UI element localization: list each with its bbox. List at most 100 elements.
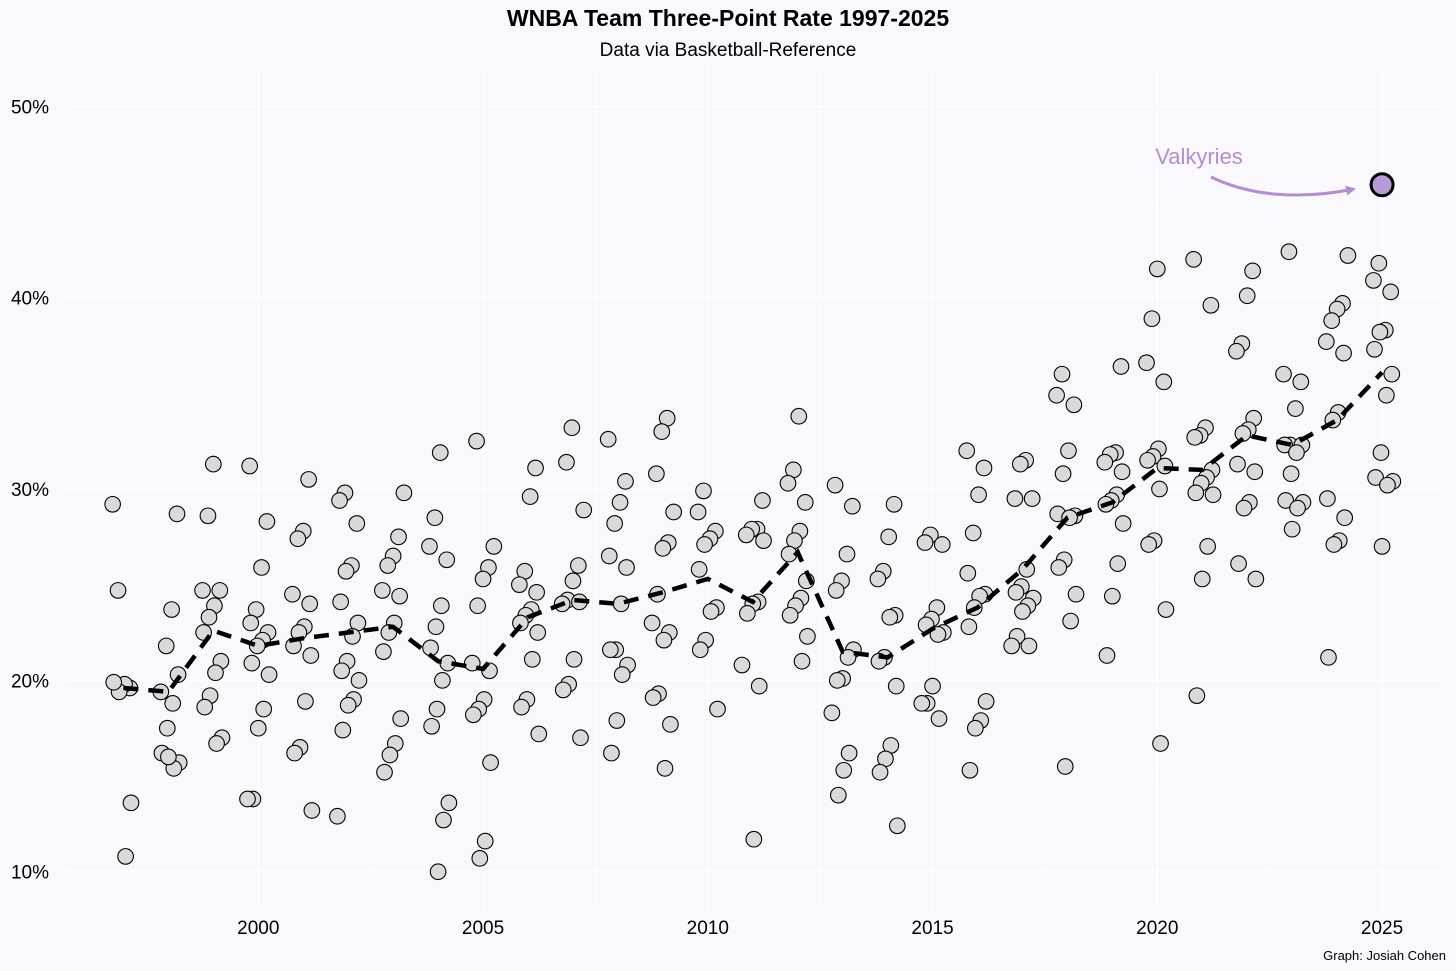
data-point [871, 763, 889, 781]
data-point [1156, 457, 1174, 475]
data-point [599, 430, 617, 448]
data-point [395, 484, 413, 502]
data-point [249, 719, 267, 737]
x-tick-label: 2020 [1136, 918, 1178, 939]
data-point [702, 603, 720, 620]
data-point [1007, 583, 1025, 601]
data-point [423, 717, 440, 735]
data-point [1365, 272, 1382, 289]
data-point [438, 551, 456, 569]
data-point [967, 719, 984, 737]
data-point [564, 572, 582, 590]
data-point [1280, 243, 1298, 261]
data-point [1244, 262, 1261, 280]
data-point [122, 794, 140, 812]
data-point [392, 710, 410, 727]
data-point [463, 654, 481, 672]
data-point [485, 538, 503, 555]
data-point [1187, 484, 1205, 502]
data-point [750, 677, 768, 695]
data-point [933, 536, 951, 553]
data-point [1336, 509, 1354, 527]
data-point [644, 689, 662, 706]
highlighted-point [1369, 172, 1395, 198]
data-point [258, 513, 276, 530]
data-point [613, 666, 631, 683]
data-point [754, 492, 771, 509]
data-point [1048, 386, 1065, 404]
data-point [755, 532, 772, 550]
data-point [390, 528, 407, 546]
data-point [157, 637, 175, 655]
x-tick-label: 2015 [911, 918, 953, 939]
data-point [929, 626, 947, 643]
data-point [1104, 587, 1121, 605]
data-point [1371, 323, 1389, 341]
y-tick-label: 30% [11, 480, 49, 501]
data-point [835, 761, 853, 779]
data-point [421, 538, 438, 555]
data-point [575, 501, 593, 519]
data-point [104, 495, 121, 513]
data-point [1229, 455, 1246, 473]
data-point [1319, 490, 1336, 507]
data-point [913, 694, 931, 712]
data-point [1139, 451, 1156, 469]
data-point [827, 582, 845, 599]
data-point [1246, 463, 1264, 481]
data-point [1370, 254, 1388, 272]
data-point [1148, 260, 1166, 278]
data-point [838, 545, 856, 563]
data-point [243, 654, 261, 672]
data-point [513, 698, 530, 716]
data-point [733, 656, 751, 674]
data-point [158, 719, 176, 737]
data-point [471, 849, 489, 867]
data-point [977, 693, 995, 710]
data-point [468, 432, 485, 450]
data-point [839, 649, 857, 666]
data-point [844, 497, 861, 515]
data-point [199, 507, 217, 525]
data-point [970, 486, 987, 504]
chart-title: WNBA Team Three-Point Rate 1997-2025 [507, 5, 949, 31]
data-point [1155, 373, 1173, 391]
data-point [1151, 480, 1168, 498]
data-point [1275, 365, 1292, 383]
data-point [1339, 247, 1357, 264]
data-point [823, 704, 841, 722]
data-point [1289, 499, 1306, 517]
data-point [464, 706, 482, 724]
data-point [1050, 559, 1068, 576]
data-point [105, 673, 123, 691]
data-point [242, 614, 260, 632]
data-point [655, 631, 673, 649]
data-point [333, 662, 351, 680]
data-point [332, 593, 349, 611]
data-point [160, 748, 177, 766]
data-point [428, 700, 446, 718]
data-point [1062, 612, 1079, 630]
data-point [1140, 536, 1158, 553]
data-point [1230, 555, 1247, 572]
data-point [1228, 342, 1245, 360]
data-point [1379, 476, 1396, 494]
data-point [709, 700, 726, 718]
data-point [1235, 499, 1253, 517]
data-point [482, 754, 499, 772]
data-point [1317, 333, 1335, 351]
chart-subtitle: Data via Basketball-Reference [600, 40, 857, 61]
y-tick-label: 10% [11, 863, 49, 884]
data-point [608, 712, 626, 729]
data-point [826, 476, 844, 494]
data-point [1238, 287, 1256, 305]
data-point [1282, 465, 1300, 483]
data-point [690, 561, 708, 578]
data-point [1204, 486, 1222, 504]
data-point [739, 605, 756, 622]
data-point [303, 802, 321, 819]
data-point [434, 672, 451, 689]
data-point [474, 570, 492, 588]
y-tick-label: 50% [11, 97, 49, 118]
annotation-label: Valkyries [1155, 144, 1243, 169]
